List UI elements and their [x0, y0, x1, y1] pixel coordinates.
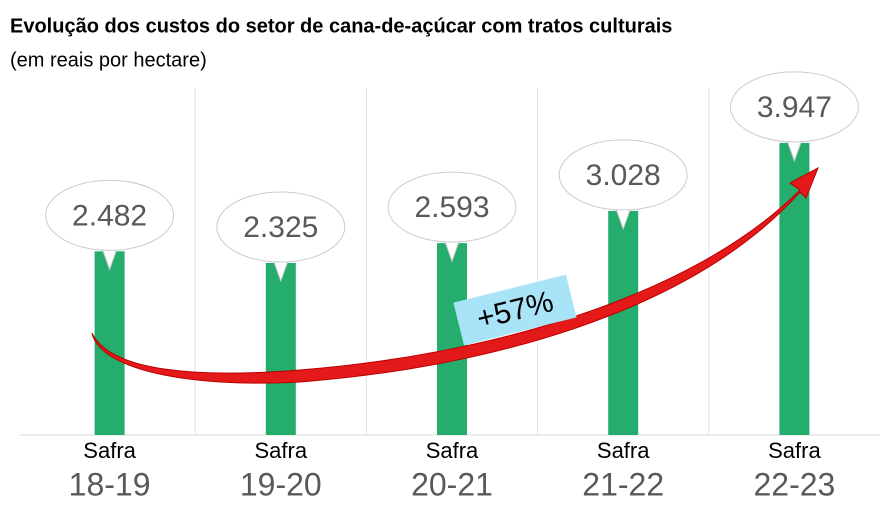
x-tick-label: 20-21	[411, 466, 493, 502]
x-tick-prefix: Safra	[83, 438, 136, 463]
value-label: 2.593	[414, 191, 489, 224]
bar	[437, 243, 467, 435]
label-bubble	[45, 179, 175, 251]
label-bubble	[729, 71, 859, 143]
label-bubble	[387, 171, 517, 243]
x-tick-prefix: Safra	[255, 438, 308, 463]
x-tick-label: 22-23	[753, 466, 835, 502]
value-label: 3.028	[586, 159, 661, 192]
bar	[265, 262, 296, 435]
bar	[608, 210, 639, 435]
label-bubble	[558, 139, 688, 211]
x-tick-label: 19-20	[240, 466, 322, 502]
chart-subtitle: (em reais por hectare)	[10, 49, 207, 71]
x-tick-label: 21-22	[582, 466, 664, 502]
chart-title: Evolução dos custos do setor de cana-de-…	[10, 15, 672, 37]
value-label: 2.482	[72, 199, 147, 232]
x-tick-prefix: Safra	[597, 438, 650, 463]
x-tick-label: 18-19	[69, 466, 151, 502]
bars: 2.482 2.325 2.593 3.028 3.947	[45, 71, 859, 435]
trend-arrow	[91, 166, 819, 384]
annotation-box	[453, 274, 577, 346]
value-label: 3.947	[757, 91, 832, 124]
label-bubble	[216, 191, 346, 263]
value-label: 2.325	[243, 211, 318, 244]
x-tick-prefix: Safra	[768, 438, 821, 463]
x-tick-prefix: Safra	[426, 438, 479, 463]
